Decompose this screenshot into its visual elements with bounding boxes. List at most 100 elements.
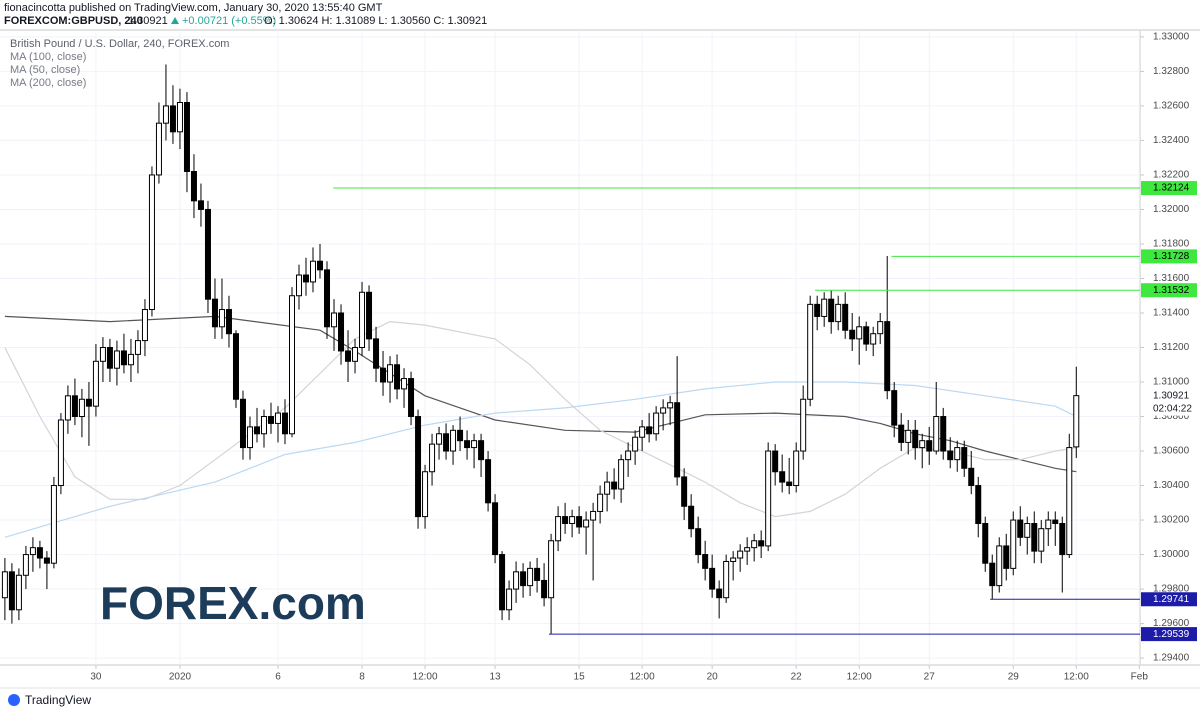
- candle-body: [534, 567, 541, 581]
- y-tick-label: 1.32000: [1153, 204, 1190, 215]
- candle-body: [408, 378, 415, 418]
- candle-body: [331, 312, 338, 328]
- candle-body: [120, 350, 127, 366]
- candle-body: [506, 588, 513, 611]
- candle-body: [555, 516, 562, 542]
- candle-body: [569, 516, 576, 525]
- candle-body: [457, 429, 464, 442]
- legend-entry: MA (50, close): [10, 64, 80, 76]
- candle-body: [933, 416, 940, 452]
- candle-body: [548, 540, 555, 599]
- candle-body: [253, 426, 260, 435]
- candle-body: [134, 340, 141, 355]
- candle-body: [1003, 545, 1010, 569]
- y-tick-label: 1.30200: [1153, 515, 1190, 526]
- candle-body: [646, 426, 653, 435]
- candle-body: [78, 398, 85, 418]
- candle-body: [758, 540, 765, 547]
- y-tick-label: 1.31600: [1153, 273, 1190, 284]
- x-tick-label: 27: [924, 672, 936, 683]
- candle-body: [912, 429, 919, 449]
- candle-body: [590, 510, 597, 521]
- y-tick-label: 1.29800: [1153, 584, 1190, 595]
- level-label: 1.29741: [1153, 594, 1190, 605]
- y-tick-label: 1.33000: [1153, 32, 1190, 43]
- y-tick-label: 1.32600: [1153, 101, 1190, 112]
- candle-body: [176, 101, 183, 133]
- candle-body: [723, 560, 730, 599]
- candle-body: [695, 528, 702, 556]
- candle-body: [989, 562, 996, 587]
- candle-body: [940, 416, 947, 452]
- candle-body: [190, 170, 197, 202]
- candle-body: [562, 516, 569, 525]
- y-tick-label: 1.32400: [1153, 135, 1190, 146]
- candle-body: [162, 105, 169, 124]
- candle-body: [891, 390, 898, 426]
- candle-body: [1031, 523, 1038, 552]
- candle-body: [1059, 523, 1066, 556]
- candle-body: [415, 416, 422, 518]
- candle-body: [751, 540, 758, 549]
- candle-body: [317, 260, 324, 271]
- candle-body: [660, 407, 667, 414]
- x-tick-label: Feb: [1131, 672, 1149, 683]
- candle-body: [1017, 519, 1024, 538]
- x-tick-label: 15: [574, 672, 586, 683]
- candle-body: [36, 547, 43, 559]
- last-price: 1.30921: [128, 15, 168, 27]
- symbol: FOREXCOM:GBPUSD, 240: [4, 15, 143, 27]
- brand: TradingView: [25, 693, 91, 707]
- candle-body: [204, 208, 211, 300]
- candle-body: [702, 554, 709, 569]
- candle-body: [1038, 528, 1045, 552]
- candle-body: [856, 326, 863, 340]
- candle-body: [50, 485, 57, 564]
- candle-body: [744, 547, 751, 552]
- y-tick-label: 1.31000: [1153, 377, 1190, 388]
- level-label: 1.31532: [1153, 285, 1190, 296]
- x-tick-label: 2020: [169, 672, 192, 683]
- candle-body: [274, 412, 281, 424]
- candle-body: [401, 378, 408, 390]
- candle-body: [71, 395, 78, 418]
- x-tick-label: 30: [90, 672, 102, 683]
- level-label-box: [1141, 627, 1197, 642]
- candle-body: [954, 447, 961, 461]
- candle-body: [688, 505, 695, 530]
- candle-body: [43, 557, 50, 564]
- candle-body: [513, 571, 520, 590]
- y-tick-label: 1.32200: [1153, 170, 1190, 181]
- change: +0.00721 (+0.55%): [182, 15, 276, 27]
- candle-body: [380, 367, 387, 383]
- candle-body: [29, 547, 36, 556]
- candle-body: [183, 101, 190, 172]
- candle-body: [359, 291, 366, 349]
- brand-icon: [8, 694, 20, 706]
- candle-body: [625, 450, 632, 461]
- candle-body: [828, 298, 835, 323]
- candle-body: [765, 450, 772, 547]
- candle-body: [968, 467, 975, 487]
- candle-body: [807, 303, 814, 400]
- candle-body: [471, 440, 478, 449]
- candle-body: [429, 443, 436, 473]
- candle-body: [1045, 519, 1052, 530]
- candle-body: [478, 440, 485, 461]
- candle-body: [22, 554, 29, 576]
- candle-body: [113, 350, 120, 369]
- x-tick-label: 29: [1008, 672, 1020, 683]
- candle-body: [576, 516, 583, 528]
- candle-body: [57, 419, 64, 487]
- x-tick-label: 12:00: [413, 672, 438, 683]
- y-tick-label: 1.30800: [1153, 411, 1190, 422]
- candle-body: [884, 321, 891, 392]
- y-tick-label: 1.29400: [1153, 653, 1190, 664]
- candle-body: [597, 493, 604, 512]
- x-tick-label: 22: [791, 672, 803, 683]
- candle-body: [1010, 519, 1017, 569]
- candle-body: [85, 398, 92, 407]
- candle-body: [148, 174, 155, 311]
- x-tick-label: 8: [359, 672, 365, 683]
- candle-body: [141, 309, 148, 342]
